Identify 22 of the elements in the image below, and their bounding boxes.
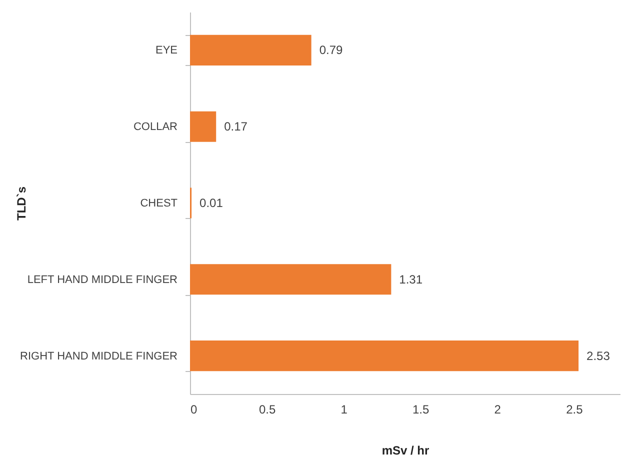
y-tick-label: RIGHT HAND MIDDLE FINGER (20, 350, 178, 362)
bar (190, 264, 392, 295)
data-label: 0.79 (319, 43, 344, 58)
x-tick-label: 0 (190, 402, 198, 416)
x-tick-label: 2 (494, 402, 502, 416)
data-label: 2.53 (586, 348, 610, 363)
x-tick-label: 1.5 (412, 402, 430, 416)
bar (190, 34, 312, 66)
data-label: 0.17 (224, 120, 248, 134)
y-tick-label: CHEST (140, 198, 178, 210)
y-tick-label: COLLAR (133, 121, 178, 134)
bar (190, 111, 216, 142)
x-tick-label: 1 (340, 402, 348, 416)
y-axis-title: TLD`s (14, 186, 28, 220)
bar (190, 340, 579, 372)
y-tick-label: LEFT HAND MIDDLE FINGER (27, 274, 178, 286)
x-tick-label: 2.5 (566, 402, 584, 416)
y-tick-label: EYE (155, 44, 178, 57)
data-label: 1.31 (399, 272, 423, 286)
x-axis-title: mSv / hr (382, 444, 430, 458)
data-label: 0.01 (200, 196, 224, 210)
x-tick-label: 0.5 (258, 402, 276, 416)
